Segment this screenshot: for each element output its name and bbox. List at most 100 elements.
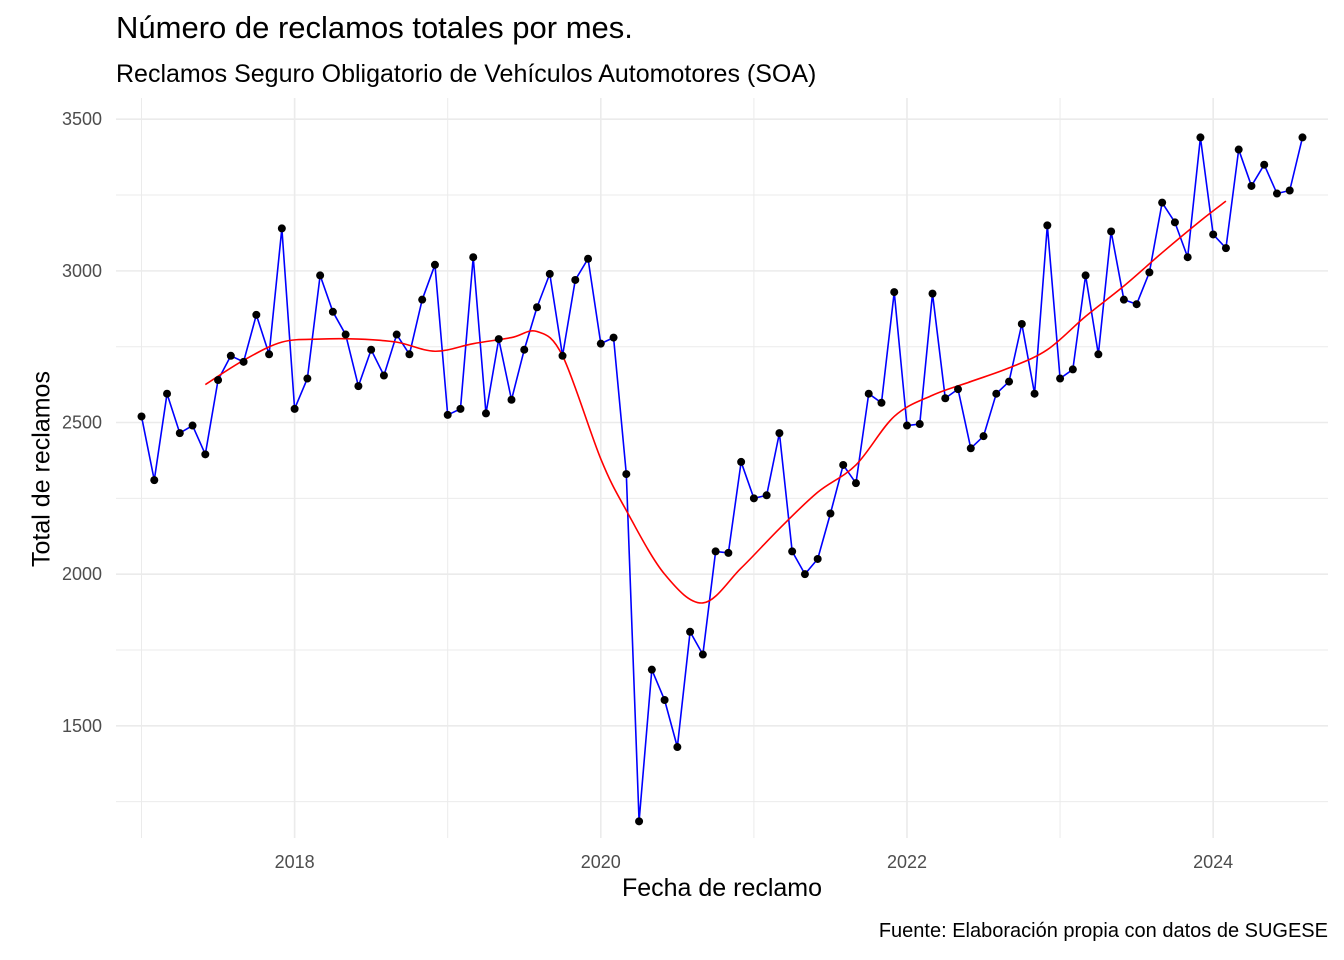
y-tick-label: 2500: [62, 413, 102, 433]
data-point: [1107, 227, 1116, 236]
data-point: [928, 289, 937, 298]
data-point: [1183, 253, 1192, 262]
data-point: [1030, 389, 1039, 398]
data-point: [430, 260, 439, 269]
data-point: [647, 665, 656, 674]
data-point: [1247, 181, 1256, 190]
data-point: [1056, 374, 1065, 383]
data-point: [966, 444, 975, 453]
data-point: [635, 817, 644, 826]
data-point: [571, 275, 580, 284]
data-point: [1209, 230, 1218, 239]
data-point: [201, 450, 210, 459]
data-point: [1094, 350, 1103, 359]
data-point: [584, 254, 593, 263]
chart-title: Número de reclamos totales por mes.: [116, 10, 633, 45]
data-point: [354, 382, 363, 391]
data-point: [826, 509, 835, 518]
data-point: [392, 330, 401, 339]
data-point: [533, 303, 542, 312]
data-point: [341, 330, 350, 339]
minor-gridlines: [116, 98, 1328, 838]
tick-labels: 1500 2000 2500 3000 3500 2018 2020 2022 2024: [62, 109, 1233, 872]
data-point: [1196, 133, 1205, 142]
data-point: [214, 376, 223, 385]
x-tick-label: 2022: [887, 852, 927, 872]
data-point: [545, 269, 554, 278]
chart-subtitle: Reclamos Seguro Obligatorio de Vehículos…: [116, 60, 817, 88]
data-point: [316, 271, 325, 280]
y-axis-label: Total de reclamos: [27, 371, 56, 567]
data-point: [737, 457, 746, 466]
data-point: [851, 479, 860, 488]
data-point: [1043, 221, 1052, 230]
x-tick-label: 2024: [1193, 852, 1233, 872]
data-point: [979, 432, 988, 441]
x-tick-label: 2018: [275, 852, 315, 872]
data-point: [954, 385, 963, 394]
data-point: [303, 374, 312, 383]
data-point: [877, 398, 886, 407]
data-point: [686, 627, 695, 636]
data-point: [749, 494, 758, 503]
data-point: [1158, 198, 1167, 207]
data-point: [1068, 365, 1077, 374]
data-point: [890, 288, 899, 297]
data-point: [520, 345, 529, 354]
data-point: [941, 394, 950, 403]
data-point: [1272, 189, 1281, 198]
data-point: [175, 429, 184, 438]
data-point: [1081, 271, 1090, 280]
data-point: [379, 371, 388, 380]
data-point: [226, 351, 235, 360]
data-point: [507, 395, 516, 404]
data-point: [1221, 244, 1230, 253]
data-point: [469, 253, 478, 262]
data-point: [673, 743, 682, 752]
data-point: [1234, 145, 1243, 154]
data-point: [163, 389, 172, 398]
data-point: [800, 570, 809, 579]
data-point: [252, 310, 261, 319]
data-point: [405, 350, 414, 359]
x-axis-label: Fecha de reclamo: [621, 874, 823, 902]
data-point: [239, 357, 248, 366]
data-point: [481, 409, 490, 418]
data-point: [1298, 133, 1307, 142]
data-point: [494, 335, 503, 344]
data-point: [724, 548, 733, 557]
data-point: [1145, 268, 1154, 277]
y-tick-label: 2000: [62, 564, 102, 584]
data-point: [290, 404, 299, 413]
data-point: [1119, 295, 1128, 304]
data-point: [1260, 160, 1269, 169]
data-point: [902, 421, 911, 430]
x-tick-label: 2020: [581, 852, 621, 872]
data-point: [328, 307, 337, 316]
data-point: [265, 350, 274, 359]
data-point: [813, 554, 822, 563]
y-tick-label: 3000: [62, 261, 102, 281]
data-point: [150, 476, 159, 485]
data-point: [418, 295, 427, 304]
data-point: [915, 420, 924, 429]
y-tick-label: 1500: [62, 716, 102, 736]
data-point: [711, 547, 720, 556]
data-point: [698, 650, 707, 659]
data-point: [137, 412, 146, 421]
data-point: [443, 410, 452, 419]
data-point: [660, 696, 669, 705]
data-point: [596, 339, 605, 348]
data-point: [775, 429, 784, 438]
series-layer: [137, 133, 1307, 826]
data-point: [188, 421, 197, 430]
data-point: [277, 224, 286, 233]
y-tick-label: 3500: [62, 109, 102, 129]
data-point: [992, 389, 1001, 398]
data-point: [1005, 377, 1014, 386]
data-point: [456, 404, 465, 413]
data-point: [864, 389, 873, 398]
data-point: [1285, 186, 1294, 195]
data-point: [609, 333, 618, 342]
data-point: [622, 470, 631, 479]
